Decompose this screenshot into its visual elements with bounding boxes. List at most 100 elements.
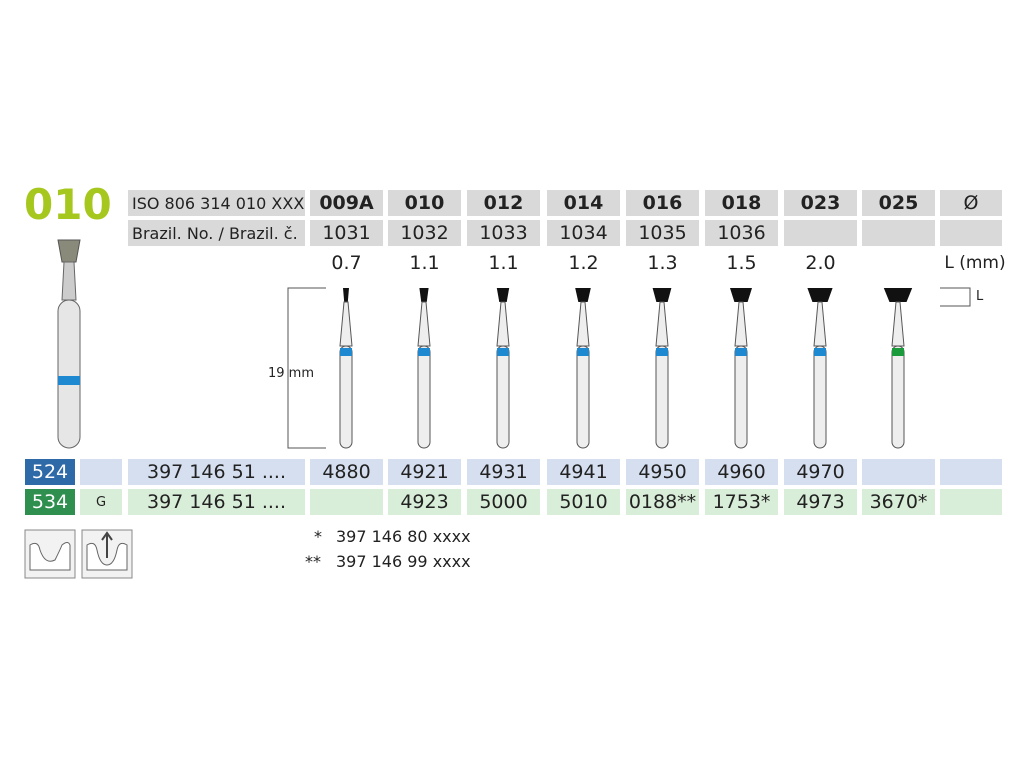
grade: [80, 459, 122, 485]
order-number: [862, 459, 935, 485]
order-number: 4973: [784, 489, 857, 515]
bur-neck: [655, 301, 669, 347]
bur-neck: [576, 301, 590, 347]
footnote-mark: **: [305, 552, 321, 571]
footnote-text: 397 146 80 xxxx: [336, 527, 471, 546]
empty-cell: [940, 489, 1002, 515]
bur-shank: [496, 345, 510, 449]
order-number: [310, 489, 383, 515]
bur-band: [497, 348, 509, 356]
brazil-number: 1035: [626, 220, 699, 246]
bur-band: [735, 348, 747, 356]
order-number: 5010: [547, 489, 620, 515]
bur-neck: [891, 301, 905, 347]
bur-neck: [339, 301, 353, 347]
size-code: 012: [467, 190, 540, 216]
order-number: 5000: [467, 489, 540, 515]
size-code: 023: [784, 190, 857, 216]
brazil-number: 1031: [310, 220, 383, 246]
bur-neck: [417, 301, 431, 347]
bur-band: [814, 348, 826, 356]
bur-neck: [734, 301, 748, 347]
bur-band: [656, 348, 668, 356]
empty-cell: [940, 459, 1002, 485]
icon-arrow: [101, 531, 113, 558]
bur-head: [575, 288, 591, 302]
diameter-symbol: Ø: [940, 190, 1002, 216]
size-code: 014: [547, 190, 620, 216]
order-number: 4970: [784, 459, 857, 485]
length-value: [862, 250, 935, 276]
bur-neck: [496, 301, 510, 347]
bur-shank: [655, 345, 669, 449]
bur-head: [883, 288, 913, 302]
length-symbol: L: [976, 289, 984, 304]
brazil-number: [784, 220, 857, 246]
order-number: 4931: [467, 459, 540, 485]
length-bracket: [287, 287, 326, 449]
bur-head: [419, 288, 429, 302]
l-symbol: [940, 287, 971, 307]
bur-band: [418, 348, 430, 356]
reference-number: 397 146 51 ....: [128, 459, 305, 485]
bur-band: [340, 348, 352, 356]
empty-cell: [940, 220, 1002, 246]
size-code: 025: [862, 190, 935, 216]
brazil-number: 1036: [705, 220, 778, 246]
size-code: 009A: [310, 190, 383, 216]
brazil-number: 1034: [547, 220, 620, 246]
length-value: 1.2: [568, 252, 599, 274]
length-value: 2.0: [805, 252, 836, 274]
length-value: 1.5: [726, 252, 757, 274]
iso-label: ISO 806 314 010 XXX ...: [128, 190, 325, 216]
icon-tooth: [29, 542, 71, 571]
bur-head: [730, 288, 752, 302]
main-bur: [57, 239, 81, 449]
bur-neck: [813, 301, 827, 347]
order-number: 4950: [626, 459, 699, 485]
bur-shank: [813, 345, 827, 449]
bur-shank: [417, 345, 431, 449]
row-code: 524: [25, 459, 75, 485]
brazil-label: Brazil. No. / Brazil. č.: [128, 220, 305, 246]
order-number: 4923: [388, 489, 461, 515]
order-number: 4960: [705, 459, 778, 485]
brazil-number: [862, 220, 935, 246]
bur-shank: [891, 345, 905, 449]
reference-number: 397 146 51 ....: [128, 489, 305, 515]
order-number: 4921: [388, 459, 461, 485]
length-value: 1.1: [409, 252, 440, 274]
title: 010: [24, 180, 112, 229]
length-unit: L (mm): [944, 253, 1006, 273]
bur-shank: [734, 345, 748, 449]
length-value: 1.3: [647, 252, 678, 274]
bur-head: [807, 288, 833, 302]
bur-shank: [339, 345, 353, 449]
size-code: 010: [388, 190, 461, 216]
bur-head: [343, 288, 349, 302]
footnote-mark: *: [314, 527, 322, 546]
brazil-number: 1033: [467, 220, 540, 246]
brazil-number: 1032: [388, 220, 461, 246]
length-value: 1.1: [488, 252, 519, 274]
size-code: 018: [705, 190, 778, 216]
order-number: 4941: [547, 459, 620, 485]
order-number: 4880: [310, 459, 383, 485]
order-number: 3670*: [862, 489, 935, 515]
shank-length: 19 mm: [268, 366, 315, 381]
length-value: 0.7: [331, 252, 362, 274]
row-code: 534: [25, 489, 75, 515]
size-code: 016: [626, 190, 699, 216]
bur-band: [577, 348, 589, 356]
grade: G: [80, 489, 122, 515]
bur-head: [652, 288, 672, 302]
order-number: 0188**: [626, 489, 699, 515]
bur-head: [496, 288, 510, 302]
icon-tooth: [86, 542, 128, 571]
bur-shank: [576, 345, 590, 449]
order-number: 1753*: [705, 489, 778, 515]
footnote-text: 397 146 99 xxxx: [336, 552, 471, 571]
bur-band: [892, 348, 904, 356]
